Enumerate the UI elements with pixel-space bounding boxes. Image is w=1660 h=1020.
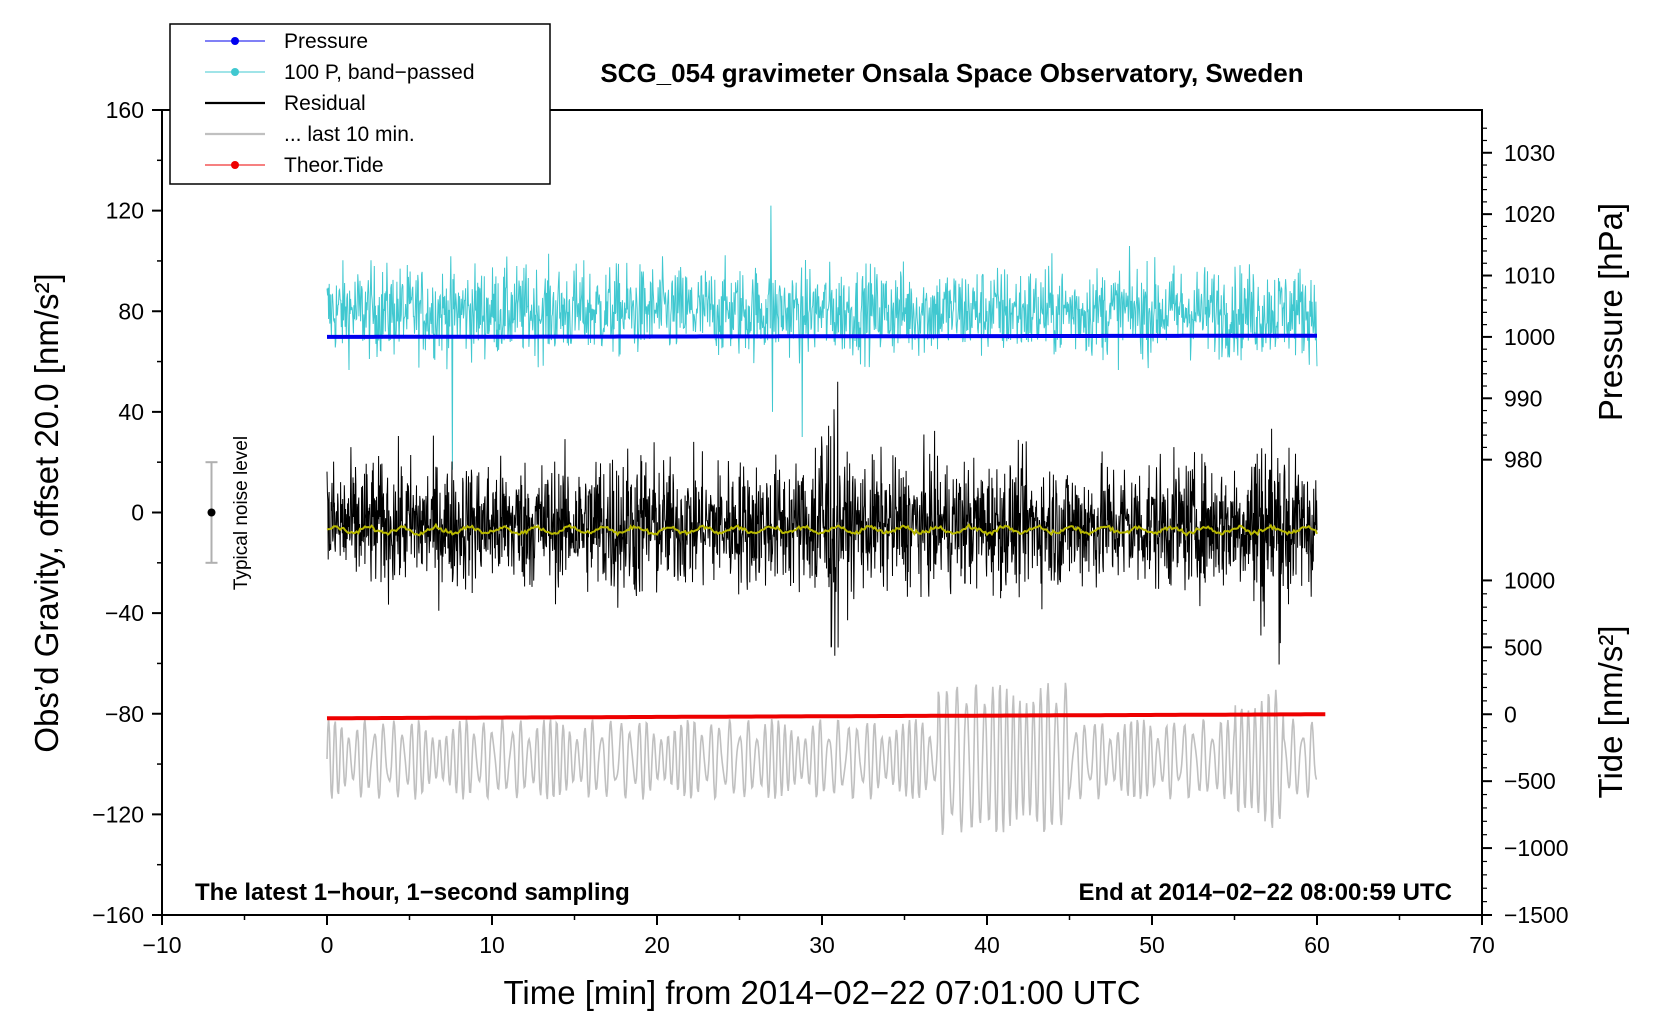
annotation-left: The latest 1−hour, 1−second sampling [195, 879, 630, 906]
y-tick-label-tide: 0 [1504, 701, 1517, 727]
gravimeter-chart: SCG_054 gravimeter Onsala Space Observat… [0, 0, 1660, 1020]
x-tick-label: 0 [321, 932, 334, 958]
legend-label-theor-tide: Theor.Tide [284, 154, 384, 177]
y-tick-label-left: 160 [106, 97, 144, 123]
series-last-10-min [327, 683, 1317, 835]
noise-bar-dot [208, 509, 216, 517]
legend: Pressure 100 P, band−passed Residual ...… [170, 24, 550, 184]
legend-label-bandpassed: 100 P, band−passed [284, 61, 475, 84]
y-tick-label-tide: −500 [1504, 768, 1556, 794]
x-tick-label: 10 [479, 932, 505, 958]
y-tick-label-left: 80 [118, 298, 144, 324]
y-axis-label-left: Obs’d Gravity, offset 20.0 [nm/s²] [28, 273, 65, 752]
series-residual [327, 382, 1317, 665]
annotation-right: End at 2014−02−22 08:00:59 UTC [1078, 879, 1452, 906]
noise-label: Typical noise level [231, 436, 252, 590]
y-tick-label-pressure: 1010 [1504, 263, 1555, 289]
x-tick-label: 50 [1139, 932, 1165, 958]
x-axis-label: Time [min] from 2014−02−22 07:01:00 UTC [503, 974, 1140, 1011]
series-pressure [327, 336, 1317, 337]
y-tick-label-pressure: 1000 [1504, 324, 1555, 350]
legend-marker [231, 161, 239, 169]
y-tick-label-tide: −1500 [1504, 902, 1569, 928]
x-tick-label: 70 [1469, 932, 1495, 958]
y-tick-label-left: 0 [131, 500, 144, 526]
y-tick-label-left: −40 [105, 600, 144, 626]
legend-marker [231, 68, 239, 76]
x-tick-label: 40 [974, 932, 1000, 958]
y-tick-label-pressure: 1020 [1504, 201, 1555, 227]
legend-label-last-10-min: ... last 10 min. [284, 123, 415, 146]
legend-label-pressure: Pressure [284, 30, 368, 53]
series-theor-tide [327, 714, 1325, 718]
y-tick-label-left: −120 [92, 801, 144, 827]
x-tick-label: −10 [142, 932, 181, 958]
y-tick-label-left: −80 [105, 701, 144, 727]
y-tick-label-pressure: 990 [1504, 385, 1542, 411]
y-tick-label-tide: −1000 [1504, 835, 1569, 861]
y-axis-label-pressure: Pressure [hPa] [1592, 203, 1629, 421]
y-tick-label-left: 40 [118, 399, 144, 425]
x-tick-label: 20 [644, 932, 670, 958]
noise-bar [206, 462, 218, 563]
y-tick-label-pressure: 1030 [1504, 140, 1555, 166]
x-tick-label: 30 [809, 932, 835, 958]
y-tick-label-tide: 1000 [1504, 567, 1555, 593]
chart-title: SCG_054 gravimeter Onsala Space Observat… [600, 58, 1303, 88]
y-axis-label-tide: Tide [nm/s²] [1592, 626, 1629, 799]
legend-label-residual: Residual [284, 92, 366, 115]
y-tick-label-pressure: 980 [1504, 447, 1542, 473]
series-layer [327, 206, 1325, 835]
y-tick-label-left: −160 [92, 902, 144, 928]
y-tick-label-left: 120 [106, 198, 144, 224]
y-tick-label-tide: 500 [1504, 634, 1542, 660]
legend-marker [231, 37, 239, 45]
x-tick-label: 60 [1304, 932, 1330, 958]
